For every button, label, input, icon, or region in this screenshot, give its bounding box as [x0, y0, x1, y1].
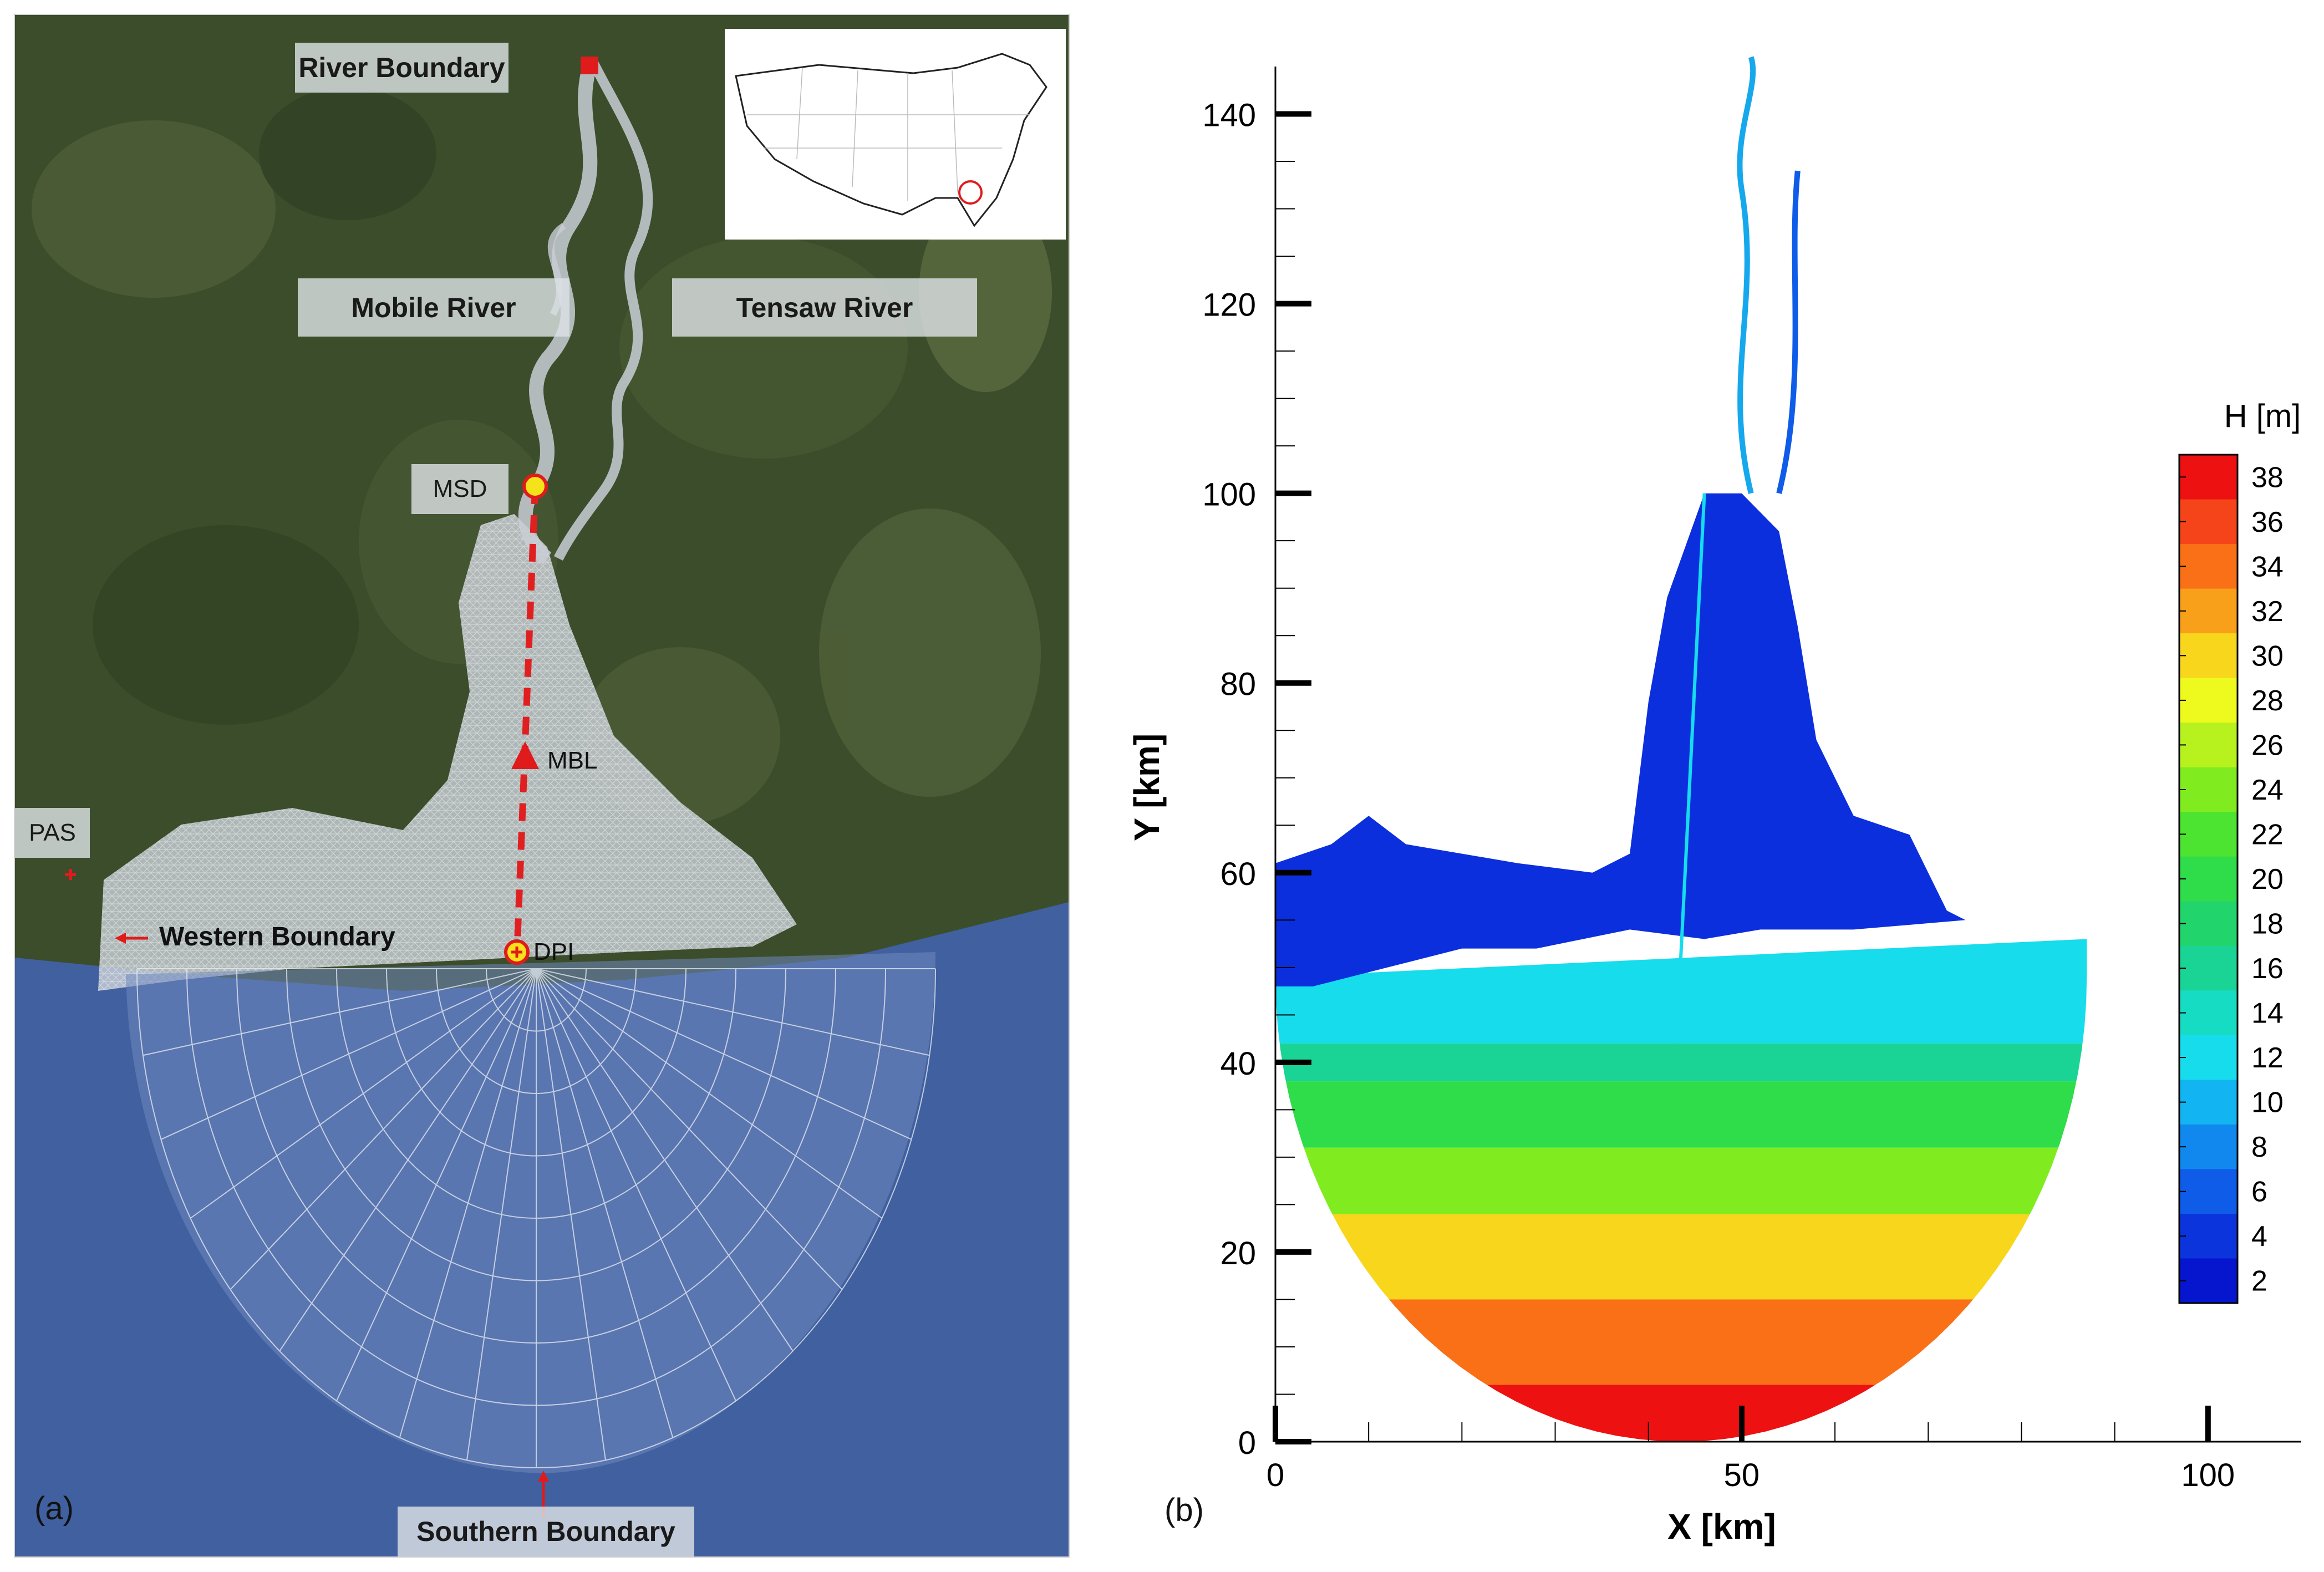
colorbar-swatch [2179, 1213, 2237, 1259]
y-tick-label: 100 [1202, 477, 1256, 513]
depth-band [1275, 1081, 2087, 1148]
y-tick-label: 40 [1220, 1046, 1256, 1082]
depth-band [1275, 1385, 2087, 1442]
colorbar-tick-label: 10 [2251, 1087, 2284, 1119]
satellite-map [15, 15, 1069, 1556]
tensaw-river-label: Tensaw River [672, 278, 977, 337]
study-area-circle [958, 180, 983, 205]
panel-a-satellite-map: River Boundary Mobile River Tensaw River… [14, 14, 1070, 1558]
y-tick-label: 60 [1220, 856, 1256, 892]
colorbar-tick-label: 4 [2251, 1220, 2267, 1253]
depth-band [1275, 1214, 2087, 1300]
colorbar-tick-label: 36 [2251, 506, 2284, 538]
x-tick-label: 100 [2181, 1457, 2235, 1493]
colorbar-swatch [2179, 1035, 2237, 1081]
colorbar-swatch [2179, 945, 2237, 991]
colorbar-tick-label: 16 [2251, 953, 2284, 985]
southern-boundary-label: Southern Boundary [398, 1507, 694, 1556]
colorbar-swatch [2179, 990, 2237, 1036]
mbl-arrow-marker [511, 741, 539, 769]
mesh-ring-line [386, 968, 686, 1157]
colorbar-swatch [2179, 812, 2237, 857]
dpi-label: DPI [533, 938, 574, 965]
colorbar-tick-label: 20 [2251, 863, 2284, 896]
colorbar-swatch [2179, 767, 2237, 813]
msd-label: MSD [411, 464, 508, 514]
colorbar-swatch [2179, 588, 2237, 634]
river-channel [1776, 170, 1801, 494]
x-axis-label: X [km] [1667, 1507, 1776, 1546]
colorbar-swatch [2179, 455, 2237, 500]
colorbar: 38 36 34 32 30 28 26 24 22 20 18 16 14 12 10 8 6 4 2 H [m] [2178, 398, 2301, 1304]
river-boundary-label: River Boundary [295, 43, 508, 93]
bay-field [1275, 56, 1966, 1044]
y-tick-label: 80 [1220, 667, 1256, 703]
depth-field [1275, 939, 2087, 1442]
colorbar-tick-label: 24 [2251, 774, 2284, 806]
panel-a-tag: (a) [34, 1490, 74, 1527]
pas-label: PAS [15, 808, 90, 858]
axes: 0 20 40 60 80 100 120 140 0 50 100 X [km] Y [km] [1127, 67, 2301, 1546]
river-channel [1737, 56, 1756, 494]
colorbar-tick-label: 2 [2251, 1265, 2267, 1298]
panel-b-depth-plot: 0 20 40 60 80 100 120 140 0 50 100 X [km] Y [km] 38 3… [1109, 0, 2324, 1569]
colorbar-tick-label: 12 [2251, 1042, 2284, 1074]
colorbar-swatch [2179, 723, 2237, 768]
colorbar-tick-label: 38 [2251, 461, 2284, 494]
colorbar-swatch [2179, 1080, 2237, 1125]
western-boundary-label: Western Boundary [159, 922, 395, 952]
depth-band [1275, 1299, 2087, 1385]
colorbar-swatch [2179, 678, 2237, 724]
colorbar-swatch [2179, 1258, 2237, 1304]
x-tick-label: 0 [1267, 1457, 1284, 1493]
mesh-ring-line [286, 968, 786, 1281]
y-axis-label: Y [km] [1127, 734, 1167, 841]
y-tick-label: 140 [1202, 98, 1256, 134]
mesh-ring-line [136, 968, 936, 1468]
panel-b-tag: (b) [1164, 1492, 1204, 1528]
mbl-label: MBL [547, 747, 598, 774]
colorbar-tick-label: 8 [2251, 1131, 2267, 1163]
msd-marker [522, 474, 548, 499]
pas-marker [65, 869, 76, 880]
river-boundary-marker [581, 57, 598, 74]
colorbar-tick-label: 34 [2251, 551, 2284, 583]
colorbar-tick-label: 32 [2251, 596, 2284, 628]
mesh-ring-line [186, 968, 886, 1406]
colorbar-swatch [2179, 1169, 2237, 1214]
colorbar-tick-label: 6 [2251, 1176, 2267, 1208]
mesh-ring-line [336, 968, 736, 1219]
shipping-channel [513, 486, 538, 958]
colorbar-swatch [2179, 499, 2237, 545]
y-tick-label: 20 [1220, 1235, 1256, 1271]
colorbar-tick-label: 30 [2251, 640, 2284, 672]
depth-band [1275, 1043, 2087, 1082]
colorbar-tick-label: 22 [2251, 818, 2284, 851]
bay-shallow-area [1275, 493, 1966, 986]
mobile-river-label: Mobile River [298, 278, 569, 337]
offshore-mesh-lines [136, 968, 936, 1468]
x-tick-label: 50 [1724, 1457, 1760, 1493]
mesh-ring-line [236, 968, 836, 1344]
colorbar-swatch [2179, 901, 2237, 947]
depth-band [1275, 1147, 2087, 1214]
colorbar-tick-label: 18 [2251, 908, 2284, 940]
colorbar-swatch [2179, 544, 2237, 589]
colorbar-title: H [m] [2224, 398, 2301, 434]
shipping-channel-depth [1675, 493, 1706, 1044]
colorbar-swatch [2179, 1124, 2237, 1170]
y-tick-label: 0 [1238, 1425, 1256, 1461]
offshore-mesh [126, 952, 935, 1473]
colorbar-swatch [2179, 633, 2237, 679]
mesh-ring-line [436, 968, 637, 1094]
y-tick-label: 120 [1202, 287, 1256, 323]
colorbar-tick-label: 26 [2251, 729, 2284, 761]
colorbar-swatch [2179, 856, 2237, 902]
mesh-ring-line [486, 968, 587, 1032]
colorbar-tick-label: 14 [2251, 998, 2284, 1030]
colorbar-tick-label: 28 [2251, 685, 2284, 717]
us-inset-map [725, 29, 1066, 240]
